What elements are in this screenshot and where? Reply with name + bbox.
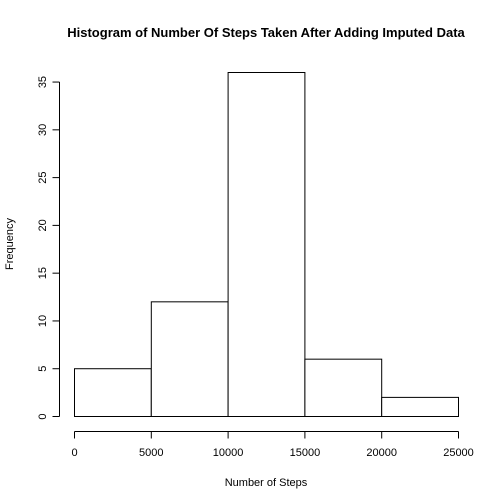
y-tick-label-2: 10	[37, 315, 49, 327]
y-tick-label-6: 30	[37, 124, 49, 136]
chart-title: Histogram of Number Of Steps Taken After…	[67, 25, 465, 40]
y-tick-label-7: 35	[37, 76, 49, 88]
histogram-bar-4	[381, 396, 460, 417]
y-tick-label-5: 25	[37, 171, 49, 183]
x-tick-label-4: 20000	[366, 447, 397, 459]
y-axis: 0 5 10 15 20 25 30 35	[37, 76, 60, 420]
x-tick-label-5: 25000	[443, 447, 474, 459]
histogram-bar-3	[304, 358, 383, 417]
x-tick-label-2: 10000	[213, 447, 244, 459]
x-axis: 0 5000 10000 15000 20000 25000	[71, 431, 474, 459]
bars-group	[74, 72, 460, 418]
x-tick-label-0: 0	[71, 447, 77, 459]
y-tick-label-1: 5	[37, 366, 49, 372]
x-tick-label-3: 15000	[290, 447, 321, 459]
histogram-bar-1	[150, 301, 229, 418]
x-tick-label-1: 5000	[139, 447, 163, 459]
y-tick-label-4: 20	[37, 219, 49, 231]
y-tick-label-0: 0	[37, 413, 49, 419]
histogram-bar-0	[74, 368, 152, 418]
x-axis-label: Number of Steps	[225, 477, 308, 489]
y-tick-label-3: 15	[37, 267, 49, 279]
y-axis-label: Frequency	[4, 218, 16, 270]
histogram-bar-2	[227, 72, 306, 417]
